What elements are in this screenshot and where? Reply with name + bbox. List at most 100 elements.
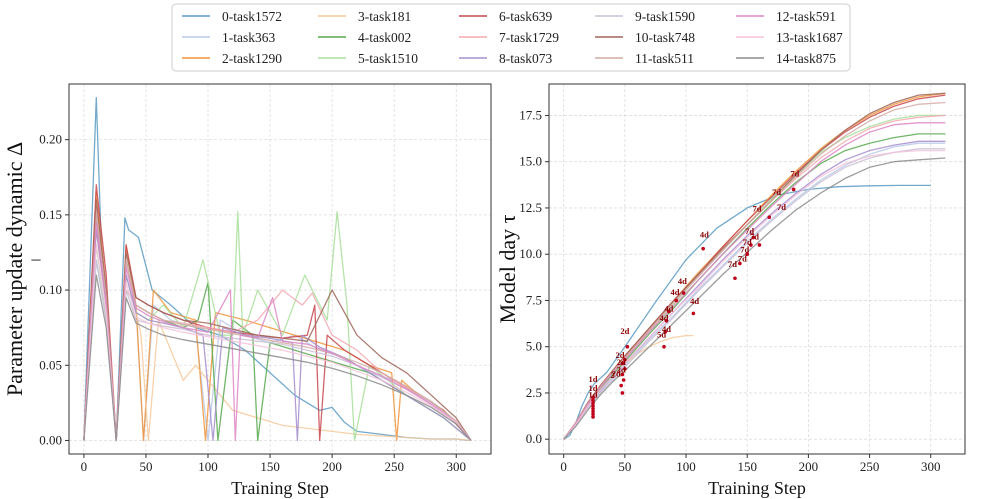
left-x-tick-label: 200 bbox=[322, 459, 342, 474]
right-marker-point bbox=[623, 357, 627, 362]
right-marker-point bbox=[738, 261, 742, 266]
legend-label-8: 8-task073 bbox=[499, 51, 552, 66]
legend-label-13: 13-task1687 bbox=[776, 30, 843, 45]
right-series-12-task591 bbox=[563, 122, 946, 440]
right-marker-label: 7d bbox=[728, 259, 737, 269]
left-y-axis-sublabel: _ bbox=[31, 242, 42, 262]
right-marker-point bbox=[751, 235, 756, 240]
right-marker-label: 1d bbox=[589, 374, 598, 384]
right-marker-label: 7d bbox=[790, 169, 799, 179]
right-y-tick-label: 2.5 bbox=[526, 385, 542, 400]
right-marker-label: 7d bbox=[743, 237, 752, 247]
right-x-axis-label: Training Step bbox=[708, 478, 806, 498]
right-marker-point bbox=[621, 378, 626, 382]
right-series-0-task1572 bbox=[563, 184, 931, 440]
right-marker-label: 2d bbox=[612, 368, 621, 378]
right-y-tick-label: 10.0 bbox=[519, 246, 542, 261]
right-marker-point bbox=[625, 344, 630, 349]
legend-label-5: 5-task1510 bbox=[358, 51, 418, 66]
right-marker-point bbox=[691, 311, 696, 316]
right-marker-point bbox=[674, 298, 679, 303]
right-marker-label: 4d bbox=[700, 230, 709, 240]
left-series-14-task875 bbox=[83, 274, 472, 442]
legend-label-1: 1-task363 bbox=[222, 30, 275, 45]
right-marker-label: 4d bbox=[671, 287, 680, 297]
left-series-group bbox=[83, 96, 472, 442]
legend-label-14: 14-task875 bbox=[776, 51, 836, 66]
right-marker-point bbox=[591, 409, 595, 414]
right-marker-label: 4d bbox=[690, 296, 699, 306]
right-marker-point bbox=[767, 215, 772, 219]
right-marker-point bbox=[620, 372, 625, 377]
legend-label-11: 11-task511 bbox=[635, 51, 694, 66]
legend-label-6: 6-task639 bbox=[499, 9, 552, 24]
right-marker-point bbox=[591, 406, 595, 411]
legend-label-7: 7-task1729 bbox=[499, 30, 559, 45]
right-marker-point bbox=[663, 330, 668, 334]
right-series-group bbox=[563, 92, 946, 440]
right-marker-point bbox=[619, 383, 623, 388]
left-x-tick-label: 150 bbox=[260, 459, 280, 474]
right-marker-point bbox=[664, 319, 669, 323]
right-y-tick-label: 15.0 bbox=[519, 154, 542, 169]
right-marker-point bbox=[749, 243, 753, 247]
right-marker-label: 2d bbox=[615, 350, 624, 360]
right-series-14-task875 bbox=[563, 157, 946, 440]
right-x-tick-label: 100 bbox=[676, 459, 696, 474]
right-marker-point bbox=[745, 252, 750, 256]
right-x-tick-label: 50 bbox=[618, 459, 631, 474]
left-x-axis-label: Training Step bbox=[231, 478, 329, 498]
right-marker-point bbox=[591, 412, 595, 417]
right-marker-label: 4d bbox=[678, 276, 687, 286]
right-marker-label: 1d bbox=[589, 383, 598, 393]
right-x-tick-label: 300 bbox=[921, 459, 941, 474]
right-marker-point bbox=[681, 291, 686, 295]
right-markers-group: 1d1d1d2d2d2d2d2d24d4d4d4d4d4d4d5d7d7d7d7… bbox=[589, 169, 800, 419]
right-marker-point bbox=[757, 243, 762, 247]
right-series-9-task1590 bbox=[563, 148, 946, 440]
right-marker-point bbox=[620, 361, 625, 366]
right-marker-point bbox=[701, 246, 705, 251]
right-x-tick-label: 150 bbox=[737, 459, 757, 474]
right-marker-label: 7d bbox=[753, 204, 762, 214]
right-marker-point bbox=[620, 391, 625, 395]
left-x-tick-label: 100 bbox=[198, 459, 218, 474]
right-series-1-task363 bbox=[563, 142, 946, 440]
right-marker-label: 4d bbox=[664, 304, 673, 314]
right-marker-label: 4d bbox=[662, 324, 671, 334]
right-y-tick-label: 17.5 bbox=[519, 107, 542, 122]
right-marker-label: 7d bbox=[777, 202, 786, 212]
legend-label-12: 12-task591 bbox=[776, 9, 836, 24]
left-series-12-task591 bbox=[83, 221, 472, 442]
left-x-tick-label: 300 bbox=[446, 459, 466, 474]
right-marker-label: 2d bbox=[620, 326, 629, 336]
left-chart-panel: 0 50 100 150 200 250 300 0.00 0.05 0.10 0.15 0.20 T… bbox=[2, 83, 492, 498]
right-marker-label: 7d bbox=[745, 226, 754, 236]
legend-label-3: 3-task181 bbox=[358, 9, 411, 24]
legend-label-4: 4-task002 bbox=[358, 30, 411, 45]
legend-label-9: 9-task1590 bbox=[635, 9, 695, 24]
left-y-tick-label: 0.05 bbox=[39, 357, 62, 372]
right-marker-label: 7d bbox=[738, 254, 747, 264]
right-marker-point bbox=[591, 401, 595, 405]
right-marker-point bbox=[591, 398, 595, 403]
legend: 0-task1572 1-task363 2-task1290 3-task181 4-… bbox=[171, 3, 851, 72]
right-marker-label: 5d bbox=[657, 329, 666, 339]
right-x-tick-label: 0 bbox=[560, 459, 567, 474]
right-marker-point bbox=[591, 404, 595, 408]
right-x-tick-label: 200 bbox=[799, 459, 819, 474]
left-y-axis-label: Parameter update dynamic Δ bbox=[2, 142, 27, 396]
left-y-tick-label: 0.00 bbox=[39, 432, 62, 447]
right-chart-panel: 1d1d1d2d2d2d2d2d24d4d4d4d4d4d4d5d7d7d7d7… bbox=[495, 83, 966, 498]
left-y-tick-label: 0.15 bbox=[39, 207, 62, 222]
right-marker-label: 2d bbox=[617, 357, 626, 367]
right-marker-point bbox=[667, 309, 671, 314]
left-y-tick-label: 0.10 bbox=[39, 282, 62, 297]
right-marker-label: 7d bbox=[750, 231, 759, 241]
legend-label-0: 0-task1572 bbox=[222, 9, 282, 24]
right-marker-point bbox=[591, 415, 595, 419]
left-x-tick-label: 0 bbox=[81, 459, 88, 474]
right-marker-point bbox=[662, 344, 666, 349]
right-marker-label: 4d bbox=[660, 313, 669, 323]
